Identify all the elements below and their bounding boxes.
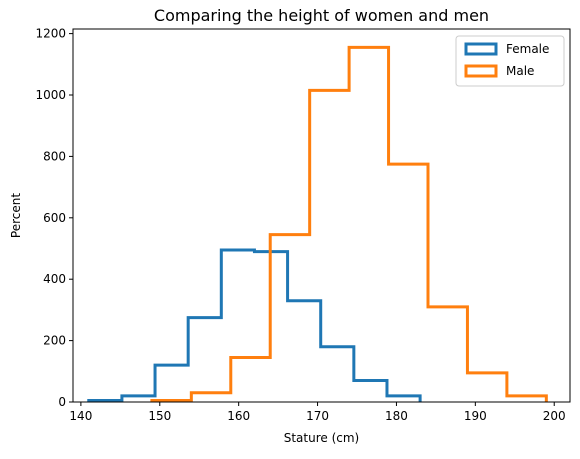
histogram-bin-female bbox=[122, 396, 155, 402]
histogram-bin-male bbox=[191, 393, 230, 402]
x-axis-label: Stature (cm) bbox=[284, 431, 360, 445]
y-tick-label: 1000 bbox=[35, 88, 66, 102]
histogram-bin-female bbox=[188, 318, 221, 402]
y-tick-label: 1200 bbox=[35, 27, 66, 41]
x-tick-label: 170 bbox=[306, 409, 329, 423]
legend-box bbox=[455, 35, 565, 87]
series-outline-female bbox=[87, 248, 422, 402]
chart-title: Comparing the height of women and men bbox=[154, 6, 489, 25]
y-tick-label: 0 bbox=[58, 395, 66, 409]
series-layer bbox=[87, 45, 548, 402]
legend-swatch-male bbox=[464, 64, 498, 78]
histogram-bin-male bbox=[467, 373, 506, 402]
x-tick-label: 190 bbox=[464, 409, 487, 423]
x-axis-ticks: 140 150 160 170 180 190 200 bbox=[69, 402, 566, 423]
series-outline-male bbox=[150, 45, 548, 402]
histogram-bin-male bbox=[507, 396, 546, 402]
x-tick-label: 200 bbox=[543, 409, 566, 423]
histogram-bin-male bbox=[389, 164, 428, 402]
x-tick-label: 140 bbox=[69, 409, 92, 423]
y-tick-label: 600 bbox=[43, 211, 66, 225]
histogram-bin-male bbox=[310, 90, 349, 402]
y-tick-label: 400 bbox=[43, 272, 66, 286]
legend-swatch-female bbox=[464, 42, 498, 56]
legend-label-male: Male bbox=[506, 64, 534, 78]
legend-label-female: Female bbox=[506, 42, 549, 56]
histogram-bin-female bbox=[155, 365, 188, 402]
x-tick-label: 150 bbox=[148, 409, 171, 423]
histogram-bin-male bbox=[349, 47, 388, 402]
y-axis-label: Percent bbox=[9, 193, 23, 238]
y-axis-ticks: 0 200 400 600 800 1000 1200 bbox=[35, 27, 73, 409]
legend: Female Male bbox=[455, 35, 565, 87]
histogram-bin-male bbox=[428, 307, 467, 402]
x-tick-label: 180 bbox=[385, 409, 408, 423]
x-tick-label: 160 bbox=[227, 409, 250, 423]
y-tick-label: 800 bbox=[43, 149, 66, 163]
histogram-bin-male bbox=[270, 235, 309, 402]
histogram-bin-male bbox=[231, 357, 270, 402]
y-tick-label: 200 bbox=[43, 334, 66, 348]
plot-frame bbox=[72, 28, 571, 403]
